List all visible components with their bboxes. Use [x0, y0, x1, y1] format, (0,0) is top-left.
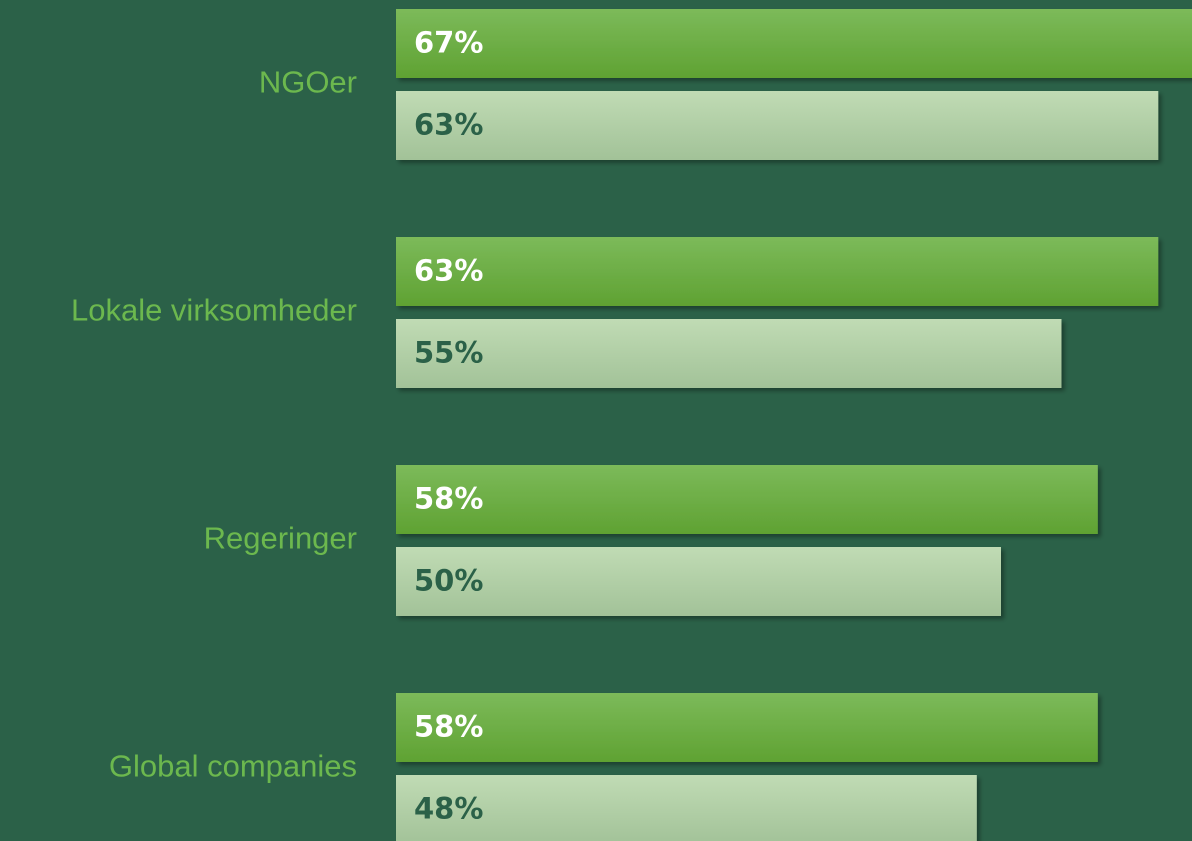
category-label: Lokale virksomheder	[71, 293, 357, 328]
value-label: 50%	[414, 564, 483, 598]
value-label: 63%	[414, 108, 483, 142]
value-label: 67%	[414, 26, 483, 60]
bar	[396, 465, 1098, 534]
category-label: Regeringer	[204, 521, 357, 556]
bar	[396, 775, 977, 841]
value-label: 58%	[414, 710, 483, 744]
bar	[396, 9, 1192, 78]
bar	[396, 693, 1098, 762]
bar	[396, 547, 1001, 616]
category-label: Global companies	[109, 749, 357, 784]
value-label: 48%	[414, 792, 483, 826]
bar	[396, 237, 1159, 306]
category-label: NGOer	[259, 65, 357, 100]
bar	[396, 319, 1062, 388]
bar	[396, 91, 1159, 160]
value-label: 55%	[414, 336, 483, 370]
value-label: 58%	[414, 482, 483, 516]
value-label: 63%	[414, 254, 483, 288]
